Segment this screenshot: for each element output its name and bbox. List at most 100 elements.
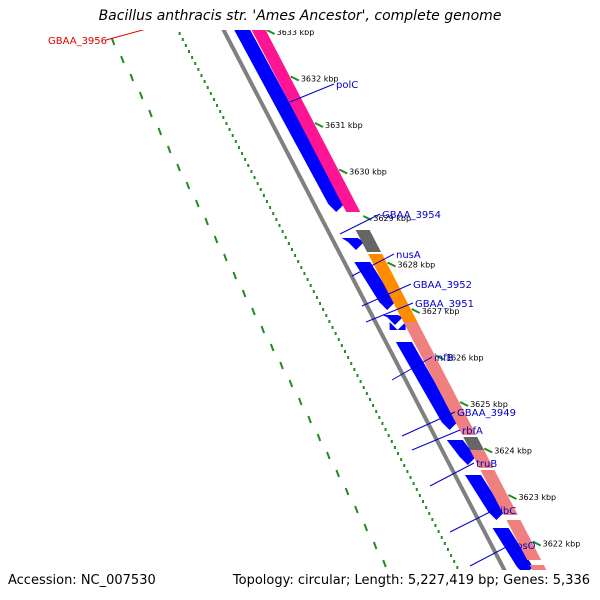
- tick-mark: [507, 494, 517, 500]
- backbone-line: [221, 30, 507, 570]
- gc-dot: [400, 458, 403, 461]
- gc-dash: [326, 451, 331, 460]
- gc-dot: [412, 482, 415, 485]
- tick-label: 3623 kbp: [518, 493, 556, 502]
- gc-dash: [307, 415, 312, 424]
- gc-dot: [206, 86, 209, 89]
- gc-dot: [266, 200, 268, 203]
- gc-dash: [120, 55, 125, 64]
- gc-dot: [203, 80, 206, 83]
- cds-track: [234, 30, 533, 570]
- gc-dash: [363, 523, 369, 532]
- gc-dot: [191, 56, 194, 59]
- gc-dot: [409, 476, 412, 479]
- gc-dot: [368, 398, 371, 401]
- gc-dot: [216, 104, 219, 107]
- tick-label: 3624 kbp: [494, 447, 532, 456]
- gc-dash: [298, 397, 303, 406]
- tick-label: 3625 kbp: [470, 400, 508, 409]
- gc-dash: [402, 596, 405, 600]
- gc-dot: [228, 128, 231, 131]
- gc-dash: [335, 469, 340, 478]
- tick-mark: [532, 540, 542, 547]
- gc-dash: [316, 433, 322, 442]
- gc-dot: [247, 164, 250, 167]
- gc-dot: [309, 284, 312, 287]
- gc-dot: [300, 266, 303, 269]
- gc-dot: [362, 386, 365, 389]
- tick-label: 3622 kbp: [543, 540, 581, 549]
- cds-arrow: [234, 30, 345, 212]
- gc-dot: [275, 218, 278, 221]
- gc-dot: [334, 332, 337, 335]
- gene-label: GBAA_3949: [457, 408, 516, 419]
- gc-dash: [138, 91, 144, 100]
- tick-mark: [435, 354, 445, 361]
- leader-line: [401, 411, 456, 437]
- gc-dot: [269, 206, 272, 209]
- leader-line: [411, 429, 461, 451]
- tick-mark: [483, 447, 493, 454]
- gc-dot: [378, 416, 381, 419]
- gc-dot: [253, 176, 256, 179]
- gc-dash: [129, 73, 135, 82]
- gc-dash: [241, 289, 247, 298]
- gc-dot: [178, 32, 181, 35]
- gc-dot: [456, 566, 459, 569]
- gc-dot: [222, 116, 225, 119]
- gc-dot: [443, 542, 446, 545]
- gc-dot: [209, 92, 212, 95]
- gene-label: nusA: [396, 250, 421, 261]
- gc-dash: [260, 325, 266, 334]
- gene-label: GBAA_3952: [413, 280, 472, 291]
- gene-track: [251, 30, 547, 570]
- gc-dot: [322, 308, 325, 311]
- gc-dash: [269, 343, 275, 352]
- gene-label: GBAA_3956: [48, 36, 107, 47]
- gc-dash: [382, 559, 387, 568]
- gc-dot: [188, 50, 190, 53]
- tick-label: 3630 kbp: [349, 168, 387, 177]
- gc-dot: [281, 230, 284, 233]
- gc-dot: [347, 356, 350, 359]
- gene-segment: [355, 230, 382, 252]
- gc-dot: [415, 488, 418, 491]
- gc-dash: [204, 217, 209, 226]
- gc-dot: [284, 236, 287, 239]
- gene-label: ribC: [496, 506, 516, 517]
- gc-dot: [315, 296, 318, 299]
- gc-dot: [256, 182, 259, 185]
- cds-arrow: [395, 342, 458, 430]
- gc-dot: [197, 68, 200, 71]
- tick-mark: [338, 168, 348, 175]
- gene-segment: [397, 310, 418, 322]
- gc-dot: [259, 188, 262, 191]
- leader-line: [361, 283, 412, 307]
- gc-dot: [406, 470, 409, 473]
- gc-dot: [303, 272, 306, 275]
- gc-dot: [375, 410, 378, 413]
- gene-label: infB: [434, 353, 454, 364]
- gc-dot: [437, 530, 440, 533]
- gc-dot: [434, 524, 437, 527]
- tick-mark: [314, 122, 324, 128]
- gc-dash: [148, 109, 153, 118]
- tick-mark: [459, 401, 469, 407]
- gc-dot: [337, 338, 340, 341]
- backbone-track: [221, 30, 507, 570]
- tick-mark: [290, 75, 300, 82]
- gc-dot: [344, 350, 346, 353]
- gc-dot: [431, 518, 434, 521]
- gc-dot: [306, 278, 309, 281]
- genome-summary-text: Topology: circular; Length: 5,227,419 bp…: [232, 573, 590, 588]
- gc-dot: [356, 374, 359, 377]
- gc-dot: [384, 428, 387, 431]
- gc-dash: [354, 505, 359, 514]
- gene-label: GBAA_3951: [415, 299, 474, 310]
- gc-dot: [340, 344, 343, 347]
- leader-line: [449, 509, 495, 533]
- gc-dash: [157, 127, 163, 136]
- gc-dash: [344, 487, 350, 496]
- gc-dot: [241, 152, 244, 155]
- gene-segment: [470, 450, 494, 468]
